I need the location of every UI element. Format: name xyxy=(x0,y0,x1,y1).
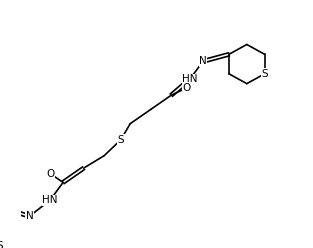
Text: HN: HN xyxy=(182,74,198,84)
Text: S: S xyxy=(118,135,124,145)
Text: O: O xyxy=(46,168,54,179)
Text: O: O xyxy=(182,83,190,93)
Text: S: S xyxy=(261,69,268,79)
Text: N: N xyxy=(199,56,207,66)
Text: N: N xyxy=(26,211,33,221)
Text: HN: HN xyxy=(42,195,58,205)
Text: S: S xyxy=(0,242,3,248)
